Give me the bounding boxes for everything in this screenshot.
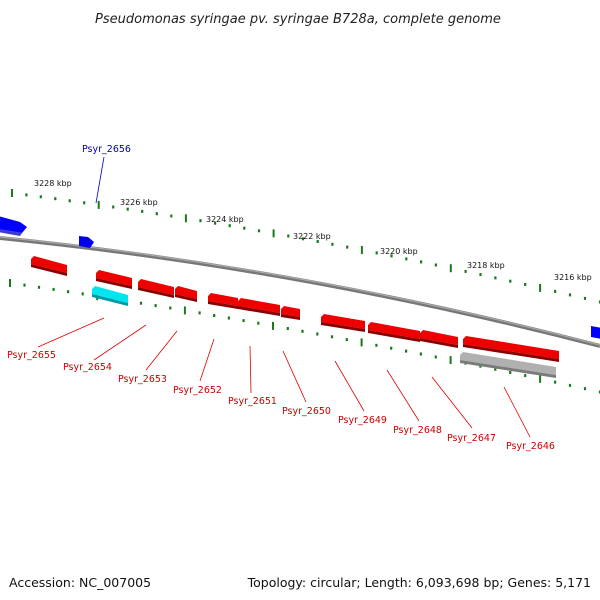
- gene-label-psyr-2648[interactable]: Psyr_2648: [393, 425, 442, 436]
- leader-psyr-2652: [199, 338, 215, 382]
- gene-labels: Psyr_2656 Psyr_2655 Psyr_2654 Psyr_2653 …: [7, 144, 555, 452]
- gene-label-psyr-2654[interactable]: Psyr_2654: [63, 362, 112, 373]
- gene-block-psyr-2655-shade: [31, 264, 67, 276]
- gene-label-psyr-2647[interactable]: Psyr_2647: [447, 433, 496, 444]
- gene-arrow-forward-left-shade: [0, 229, 22, 236]
- gene-label-psyr-2651[interactable]: Psyr_2651: [228, 396, 277, 407]
- gene-label-psyr-2649[interactable]: Psyr_2649: [338, 415, 387, 426]
- gene-arrow-forward-right[interactable]: [591, 326, 600, 339]
- leader-psyr-2650: [282, 350, 307, 403]
- gene-label-psyr-2646[interactable]: Psyr_2646: [506, 441, 555, 452]
- gene-label-psyr-2650[interactable]: Psyr_2650: [282, 406, 331, 417]
- tick-label-3220: 3220 kbp: [380, 247, 418, 256]
- gene-block-psyr-2654-highlight[interactable]: [92, 286, 128, 303]
- tick-label-3218: 3218 kbp: [467, 261, 505, 270]
- leader-psyr-2655: [37, 317, 105, 348]
- inner-tick-ring: [9, 279, 600, 394]
- gene-block-psyr-2652-shade: [175, 294, 197, 302]
- outer-tick-ring: [11, 189, 600, 304]
- gene-label-psyr-2656[interactable]: Psyr_2656: [82, 144, 131, 155]
- gene-block-pseudo-shade: [460, 360, 556, 378]
- tick-label-3228: 3228 kbp: [34, 179, 72, 188]
- genome-backbone: [0, 236, 600, 348]
- accession-text: Accession: NC_007005: [9, 575, 152, 590]
- gene-block-psyr-2654-highlight-shade: [92, 294, 128, 306]
- gene-block-psyr-2653[interactable]: [138, 279, 174, 295]
- tick-label-3222: 3222 kbp: [293, 232, 331, 241]
- gene-block-psyr-2652[interactable]: [175, 286, 197, 299]
- gene-block-psyr-2655[interactable]: [31, 256, 67, 273]
- leader-psyr-2656: [95, 156, 105, 204]
- genome-summary-text: Topology: circular; Length: 6,093,698 bp…: [247, 575, 591, 590]
- gene-block-psyr-2649-shade: [281, 314, 300, 320]
- gene-block-psyr-2648[interactable]: [321, 314, 365, 329]
- gene-block-psyr-2646-shade: [463, 344, 559, 362]
- tick-label-3226: 3226 kbp: [120, 198, 158, 207]
- gene-arrow-psyr-2656[interactable]: [79, 236, 94, 248]
- leader-psyr-2649: [334, 360, 365, 412]
- gene-block-psyr-2647a-shade: [368, 330, 420, 342]
- leader-psyr-2653: [145, 330, 178, 371]
- tick-label-3216: 3216 kbp: [554, 273, 592, 282]
- gene-block-psyr-2648-shade: [321, 322, 365, 332]
- gene-block-psyr-2651-shade: [208, 301, 238, 309]
- gene-block-psyr-2650[interactable]: [238, 298, 280, 313]
- map-title: Pseudomonas syringae pv. syringae B728a,…: [95, 12, 501, 27]
- reverse-strand-genes: [31, 256, 559, 378]
- gene-label-psyr-2653[interactable]: Psyr_2653: [118, 374, 167, 385]
- gene-label-psyr-2652[interactable]: Psyr_2652: [173, 385, 222, 396]
- gene-block-psyr-2646[interactable]: [463, 336, 559, 359]
- leader-psyr-2651: [249, 345, 252, 394]
- gene-block-psyr-2651[interactable]: [208, 293, 238, 306]
- leader-psyr-2654: [93, 324, 147, 361]
- gene-block-psyr-2654-shade: [96, 278, 132, 289]
- gene-block-psyr-2649[interactable]: [281, 306, 300, 317]
- leader-psyr-2647: [431, 376, 473, 429]
- leader-psyr-2646: [503, 386, 531, 438]
- gene-label-psyr-2655[interactable]: Psyr_2655: [7, 350, 56, 361]
- leader-psyr-2648: [386, 369, 420, 422]
- gene-block-psyr-2647[interactable]: [420, 330, 458, 345]
- gene-block-psyr-2654[interactable]: [96, 270, 132, 286]
- tick-label-3224: 3224 kbp: [206, 215, 244, 224]
- gene-block-psyr-2650-shade: [238, 306, 280, 316]
- gene-block-psyr-2647a[interactable]: [368, 322, 420, 339]
- genome-backbone-highlight: [0, 236, 600, 346]
- gene-block-pseudo[interactable]: [460, 352, 556, 375]
- gene-arrow-forward-left[interactable]: [0, 216, 27, 233]
- gene-block-psyr-2653-shade: [138, 287, 174, 298]
- gene-block-psyr-2647-shade: [420, 338, 458, 348]
